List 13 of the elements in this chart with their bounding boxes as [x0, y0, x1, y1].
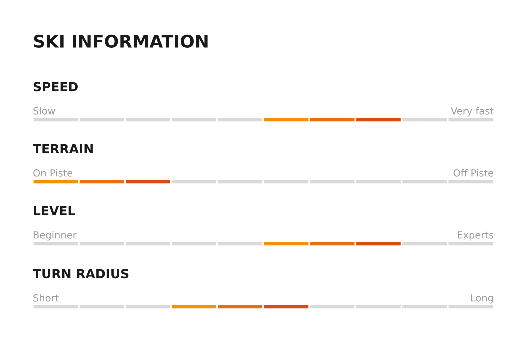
text: Very fast	[451, 107, 494, 117]
text: Slow	[34, 107, 56, 115]
text: Off Piste	[454, 169, 494, 177]
chart-subtitle: TURN RADIUS	[33, 269, 129, 279]
text: Beginner	[34, 231, 77, 241]
text: On Piste	[34, 169, 73, 177]
chart-subtitle: TERRAIN	[33, 144, 93, 154]
text: Short	[34, 294, 59, 302]
chart-subtitle: LEVEL	[34, 206, 76, 216]
chart-title: SKI INFORMATION	[34, 34, 208, 48]
chart-subtitle: SPEED	[34, 82, 78, 92]
text: Experts	[458, 232, 494, 241]
text: Long	[471, 294, 494, 304]
